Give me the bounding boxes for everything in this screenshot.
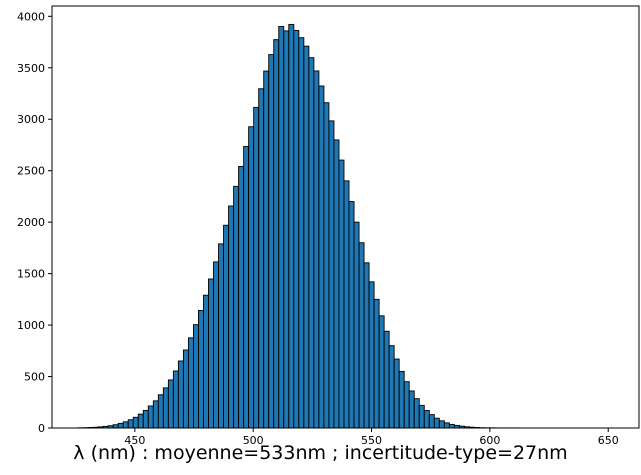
histogram-bar bbox=[433, 417, 440, 429]
histogram-bar bbox=[438, 420, 445, 429]
histogram-bar bbox=[198, 310, 204, 429]
histogram-bars bbox=[77, 23, 521, 429]
histogram-bar bbox=[383, 330, 390, 429]
histogram-bar bbox=[328, 120, 335, 429]
histogram-bar bbox=[368, 281, 375, 429]
histogram-bar bbox=[363, 262, 370, 429]
x-axis-label: λ (nm) : moyenne=533nm ; incertitude-typ… bbox=[73, 442, 568, 464]
histogram-bar bbox=[408, 390, 415, 429]
histogram-bar bbox=[162, 387, 169, 429]
histogram-bar bbox=[228, 205, 235, 429]
histogram-bar bbox=[127, 419, 134, 429]
histogram-bar bbox=[373, 298, 380, 429]
histogram-bar bbox=[167, 379, 174, 429]
y-tick-label: 3000 bbox=[17, 113, 45, 126]
histogram-bar bbox=[448, 423, 455, 429]
y-tick-label: 0 bbox=[38, 422, 45, 435]
y-tick-label: 3500 bbox=[17, 62, 45, 75]
histogram-bar bbox=[218, 243, 225, 429]
histogram-bar bbox=[333, 139, 340, 429]
histogram-bar bbox=[192, 324, 199, 429]
histogram-bar bbox=[278, 26, 285, 429]
y-tick-label: 2000 bbox=[17, 216, 45, 229]
y-tick-label: 500 bbox=[24, 371, 45, 384]
histogram-bar bbox=[248, 126, 255, 429]
histogram-bar bbox=[122, 421, 129, 429]
plot-axes bbox=[51, 5, 640, 429]
x-axis-ticks: 450 500 550 600 650 bbox=[124, 428, 619, 447]
histogram-bar bbox=[313, 70, 320, 429]
histogram-bar bbox=[298, 37, 305, 429]
histogram-bar bbox=[132, 416, 139, 429]
histogram-bar bbox=[258, 88, 265, 429]
histogram-bar bbox=[308, 57, 315, 429]
y-tick-label: 2500 bbox=[17, 165, 45, 178]
histogram-bar bbox=[418, 404, 425, 429]
histogram-bar bbox=[172, 370, 179, 429]
histogram-bar bbox=[177, 360, 184, 429]
histogram-bar bbox=[213, 261, 219, 429]
histogram-bar bbox=[423, 410, 430, 429]
histogram-bar bbox=[208, 278, 214, 429]
histogram-bar bbox=[238, 166, 245, 429]
histogram-bar bbox=[283, 30, 290, 429]
histogram-bar bbox=[353, 221, 360, 429]
histogram-bar bbox=[413, 398, 420, 429]
histogram-bar bbox=[343, 180, 350, 429]
x-tick-label: 550 bbox=[361, 434, 382, 447]
histogram-bar bbox=[318, 85, 325, 429]
histogram-bar bbox=[323, 102, 330, 429]
plot-frame bbox=[51, 5, 640, 429]
histogram-bar bbox=[378, 315, 385, 429]
y-tick-label: 4000 bbox=[17, 10, 45, 23]
histogram-bar bbox=[443, 422, 450, 429]
x-tick-label: 600 bbox=[479, 434, 500, 447]
histogram-bar bbox=[403, 381, 410, 429]
histogram-bar bbox=[187, 337, 194, 429]
histogram-bar bbox=[203, 294, 209, 429]
histogram-bar bbox=[137, 413, 144, 429]
histogram-bar bbox=[233, 185, 240, 429]
histogram-bar bbox=[393, 358, 400, 429]
histogram-bar bbox=[268, 54, 275, 429]
histogram-bar bbox=[293, 30, 300, 429]
histogram-bar bbox=[117, 422, 124, 429]
histogram-bar bbox=[358, 242, 365, 429]
histogram-bar bbox=[182, 349, 189, 429]
histogram-bar bbox=[152, 400, 159, 429]
histogram-bar bbox=[303, 45, 310, 429]
histogram-bar bbox=[142, 409, 149, 429]
histogram-bar bbox=[288, 23, 295, 429]
y-axis-ticks: 0 500 1000 1500 2000 2500 3000 3500 4000 bbox=[17, 10, 52, 435]
histogram-bar bbox=[273, 39, 280, 429]
y-tick-label: 1000 bbox=[17, 319, 45, 332]
histogram-bar bbox=[147, 405, 154, 429]
histogram-bar bbox=[223, 224, 230, 429]
histogram-bar bbox=[348, 201, 355, 429]
x-tick-label: 650 bbox=[598, 434, 619, 447]
histogram-bar bbox=[253, 106, 260, 429]
histogram-bar bbox=[338, 159, 345, 429]
histogram-bar bbox=[398, 370, 405, 429]
y-tick-label: 1500 bbox=[17, 268, 45, 281]
histogram-bar bbox=[243, 146, 250, 429]
histogram-bar bbox=[263, 70, 270, 429]
histogram-bar bbox=[388, 345, 395, 429]
x-tick-label: 450 bbox=[124, 434, 145, 447]
histogram-bar bbox=[428, 414, 435, 429]
x-tick-label: 500 bbox=[243, 434, 264, 447]
histogram-bar bbox=[157, 394, 164, 429]
